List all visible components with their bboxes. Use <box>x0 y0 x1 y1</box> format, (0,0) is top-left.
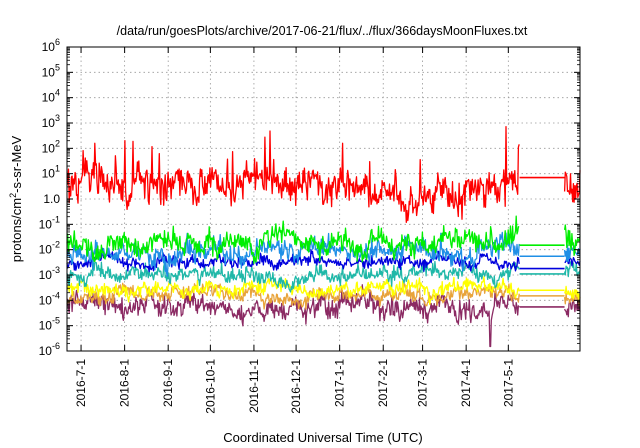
y-axis-label-superscript: 2 <box>8 193 18 198</box>
series-line <box>563 224 581 256</box>
series-line <box>563 292 581 307</box>
series-line <box>66 260 520 293</box>
x-tick-label: 2017-4-1 <box>459 359 473 407</box>
y-tick-exponent: -4 <box>52 290 60 300</box>
y-tick-base: 1.0 <box>43 192 60 206</box>
y-tick-label: 105 <box>42 62 60 79</box>
y-tick-label: 103 <box>42 113 60 130</box>
y-tick-exponent: -2 <box>52 240 60 250</box>
y-tick-base: 10 <box>39 344 53 358</box>
y-tick-base: 10 <box>39 319 53 333</box>
x-tick-label: 2016-11-1 <box>247 359 261 413</box>
y-tick-label: 10-3 <box>39 265 60 282</box>
y-tick-label: 10-4 <box>39 290 60 307</box>
data-series <box>66 126 581 348</box>
x-tick-label: 2017-3-1 <box>416 359 430 407</box>
y-tick-exponent: 4 <box>55 88 60 98</box>
y-tick-base: 10 <box>39 268 53 282</box>
y-tick-exponent: 5 <box>55 62 60 72</box>
y-tick-label: 102 <box>42 138 60 155</box>
tick-labels: 10-610-510-410-310-210-11.01011021031041… <box>39 37 516 414</box>
y-axis-label-main: protons/cm <box>9 198 24 262</box>
y-tick-exponent: -1 <box>52 214 60 224</box>
y-tick-exponent: 3 <box>55 113 60 123</box>
axis-ticks <box>67 46 580 352</box>
y-tick-base: 10 <box>39 293 53 307</box>
y-tick-label: 1.0 <box>43 192 60 206</box>
y-tick-base: 10 <box>39 243 53 257</box>
y-tick-label: 104 <box>42 88 60 105</box>
y-tick-base: 10 <box>42 167 56 181</box>
x-tick-label: 2017-5-1 <box>501 359 515 407</box>
x-tick-label: 2016-12-1 <box>289 359 303 414</box>
series-line <box>66 282 520 310</box>
x-tick-label: 2016-9-1 <box>161 359 175 407</box>
y-axis-label: protons/cm2-s-sr-MeV <box>8 135 24 262</box>
series-line <box>563 285 581 300</box>
x-axis-label: Coordinated Universal Time (UTC) <box>223 430 422 445</box>
x-tick-label: 2017-2-1 <box>376 359 390 407</box>
y-tick-exponent: -5 <box>52 316 60 326</box>
y-tick-exponent: 1 <box>55 164 60 174</box>
y-tick-exponent: -6 <box>52 341 60 351</box>
x-tick-label: 2016-7-1 <box>74 359 88 407</box>
y-tick-base: 10 <box>42 116 56 130</box>
x-tick-label: 2017-1-1 <box>333 359 347 407</box>
y-tick-base: 10 <box>42 91 56 105</box>
y-tick-label: 10-2 <box>39 240 60 257</box>
series-line <box>66 215 520 265</box>
y-tick-base: 10 <box>42 141 56 155</box>
y-tick-label: 10-6 <box>39 341 60 358</box>
y-tick-base: 10 <box>39 217 53 231</box>
y-tick-label: 10-5 <box>39 316 60 333</box>
y-tick-label: 10-1 <box>39 214 60 231</box>
y-tick-label: 106 <box>42 37 60 54</box>
y-tick-exponent: 2 <box>55 138 60 148</box>
series-line <box>563 170 581 203</box>
y-tick-exponent: 6 <box>55 37 60 47</box>
y-axis-label-suffix: -s-sr-MeV <box>9 135 24 192</box>
x-tick-label: 2016-10-1 <box>203 359 217 414</box>
series-line <box>66 126 520 223</box>
series-line <box>564 298 581 318</box>
x-tick-label: 2016-8-1 <box>118 359 132 407</box>
y-tick-base: 10 <box>42 40 56 54</box>
y-tick-base: 10 <box>42 65 56 79</box>
chart-title: /data/run/goesPlots/archive/2017-06-21/f… <box>117 24 528 38</box>
y-tick-label: 101 <box>42 164 60 181</box>
y-tick-exponent: -3 <box>52 265 60 275</box>
